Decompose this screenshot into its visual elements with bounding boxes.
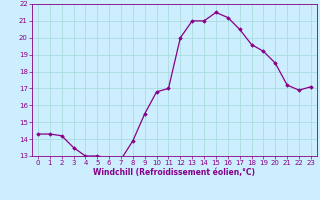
X-axis label: Windchill (Refroidissement éolien,°C): Windchill (Refroidissement éolien,°C) (93, 168, 255, 177)
